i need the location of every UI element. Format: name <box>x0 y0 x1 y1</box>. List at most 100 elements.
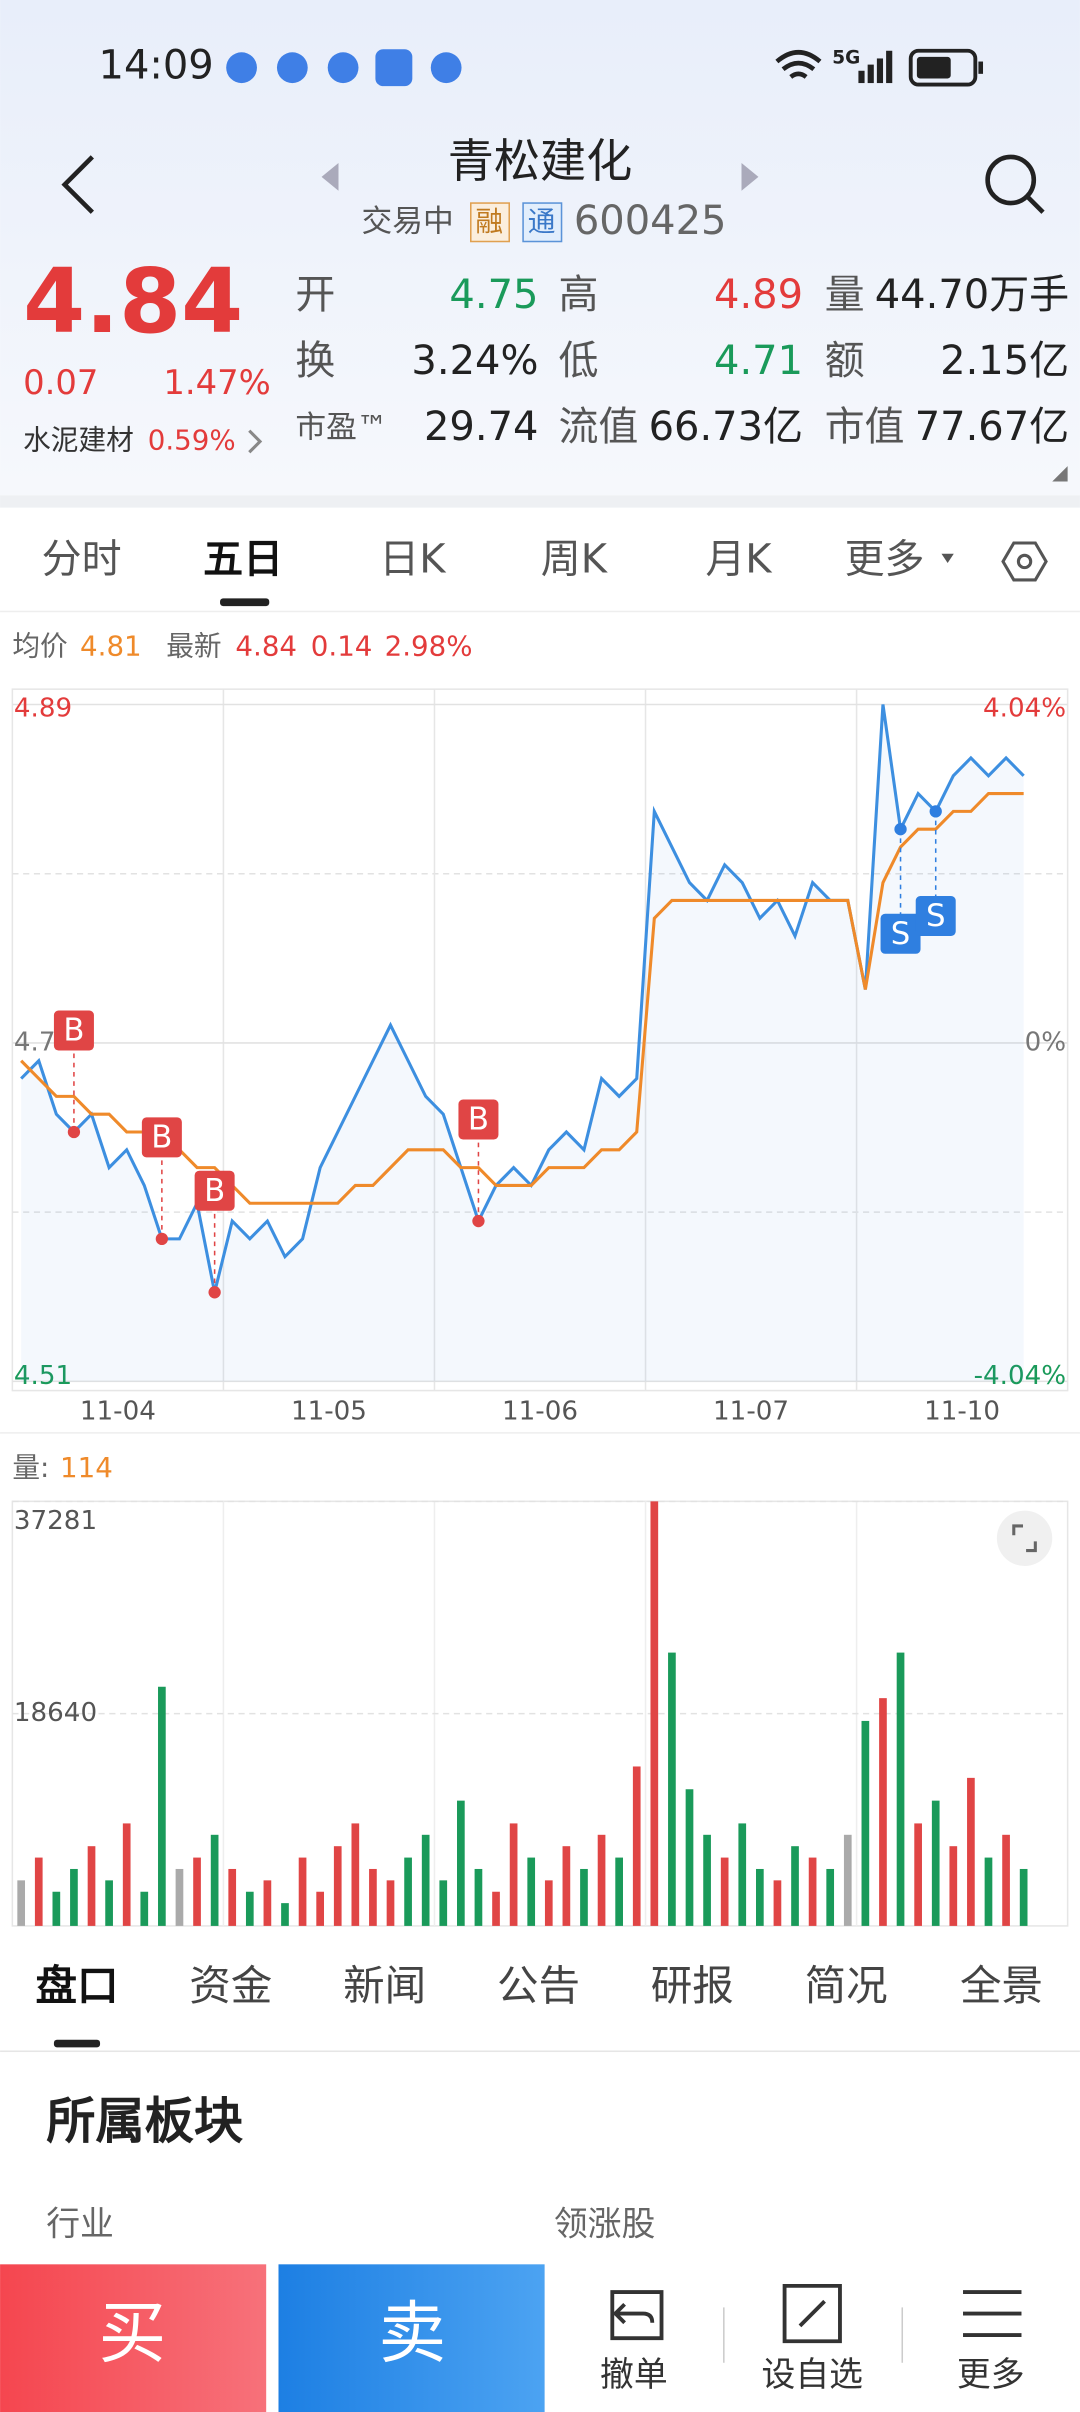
volume-bar <box>984 1857 993 1926</box>
marker-dot <box>208 1286 221 1299</box>
tab[interactable]: 月K <box>705 536 773 582</box>
field-value: 77.67亿 <box>915 404 1069 450</box>
more-caret[interactable] <box>941 553 954 564</box>
tab[interactable]: 五日 <box>203 536 283 582</box>
volume-bar <box>615 1857 623 1926</box>
marker-label: S <box>926 898 946 934</box>
volume-bar <box>351 1823 360 1926</box>
buy-button[interactable] <box>0 2264 267 2412</box>
volume-bar <box>650 1501 659 1926</box>
marker-label: B <box>468 1102 489 1138</box>
marker-box <box>880 913 921 954</box>
volume-bar <box>369 1868 377 1926</box>
volume-bar <box>1002 1834 1010 1926</box>
volume-bar <box>105 1880 113 1926</box>
field-value: 29.74 <box>424 404 538 450</box>
field-value: 44.70万手 <box>875 272 1069 318</box>
volume-bar <box>316 1891 325 1926</box>
marker-label: B <box>151 1119 172 1155</box>
avg-line <box>20 792 1024 1205</box>
latest-value: 4.84 <box>235 630 297 663</box>
cancel-label: 撤单 <box>600 2355 668 2394</box>
more-icon[interactable] <box>963 2290 1022 2338</box>
volume-bar <box>298 1857 307 1926</box>
tab[interactable]: 分时 <box>42 536 122 582</box>
tab[interactable]: 公告 <box>497 1961 580 2010</box>
network: 5G <box>832 47 860 68</box>
volume-bar <box>826 1868 835 1926</box>
tab[interactable]: 周K <box>541 536 609 582</box>
volume-bar <box>843 1834 852 1926</box>
sell-label: 卖 <box>378 2294 446 2373</box>
header-bg <box>0 0 1080 496</box>
divider <box>901 2307 904 2363</box>
field-value: 4.75 <box>449 272 538 318</box>
volume-bar <box>263 1880 272 1926</box>
tab[interactable]: 全景 <box>960 1961 1043 2010</box>
volume-bar <box>914 1823 922 1926</box>
tag: 融 <box>475 205 503 238</box>
tab[interactable]: 研报 <box>651 1961 734 2010</box>
volume-bar <box>457 1800 465 1926</box>
wifi-icon <box>775 50 822 79</box>
volume-bar <box>949 1846 958 1926</box>
sector-arrow[interactable] <box>248 429 263 454</box>
marker-dot <box>894 823 907 836</box>
buy-label: 买 <box>99 2294 167 2373</box>
tab[interactable]: 盘口 <box>35 1961 118 2010</box>
y-tick-label: 18640 <box>14 1698 97 1728</box>
volume-bar <box>703 1834 711 1926</box>
x-tick-label: 11-05 <box>291 1397 367 1427</box>
settings-button[interactable] <box>1001 541 1048 582</box>
field-value: 66.73亿 <box>649 404 803 450</box>
y-tick-label-right: 0% <box>1025 1027 1066 1057</box>
y-tick-label: 4.7 <box>14 1027 56 1057</box>
volume-bar <box>773 1880 782 1926</box>
volume-bar <box>17 1880 26 1926</box>
y-tick-label-right: -4.04% <box>974 1361 1066 1391</box>
tab-bar <box>0 1928 1080 2053</box>
battery-tip <box>978 61 984 74</box>
volume-bar <box>140 1891 149 1926</box>
marker-label: S <box>891 916 911 952</box>
notification-icons <box>226 49 462 87</box>
field-label: 市值 <box>825 404 905 450</box>
tab[interactable]: 简况 <box>805 1961 888 2010</box>
fullscreen-button[interactable] <box>996 1510 1053 1566</box>
volume-bar <box>931 1800 940 1926</box>
volume-bar <box>122 1823 131 1926</box>
volume-bar <box>52 1891 61 1926</box>
field-label: 量 <box>825 272 865 318</box>
tab[interactable]: 更多 <box>845 536 925 582</box>
volume-bar <box>245 1891 254 1926</box>
cancel-icon[interactable] <box>610 2290 664 2341</box>
volume-bar <box>562 1846 571 1926</box>
field-label: 低 <box>558 338 598 384</box>
volume-bar <box>808 1857 817 1926</box>
volume-bar <box>1019 1868 1028 1926</box>
volume-bar <box>632 1766 641 1926</box>
volume-bar <box>668 1652 676 1926</box>
sell-button[interactable] <box>278 2264 545 2412</box>
tab[interactable]: 新闻 <box>343 1961 426 2010</box>
volume-bar <box>404 1857 412 1926</box>
tag-box <box>470 202 511 243</box>
watch-icon[interactable] <box>782 2283 842 2344</box>
back-button[interactable] <box>61 155 94 214</box>
marker-box <box>141 1117 182 1158</box>
sector-pct: 0.59% <box>148 423 236 456</box>
tab[interactable]: 资金 <box>189 1961 272 2010</box>
tab[interactable]: 日K <box>379 536 447 582</box>
volume-bar <box>281 1903 289 1926</box>
volume-bar <box>685 1789 694 1926</box>
next-stock[interactable] <box>741 163 759 191</box>
search-button[interactable] <box>985 154 1037 206</box>
x-tick-label: 11-06 <box>502 1397 578 1427</box>
volume-bar <box>386 1880 395 1926</box>
volume-bar <box>597 1834 606 1926</box>
divider <box>0 610 1080 613</box>
field-value: 2.15亿 <box>940 338 1069 384</box>
prev-stock[interactable] <box>321 163 339 191</box>
latest-change: 0.14 <box>311 630 373 663</box>
